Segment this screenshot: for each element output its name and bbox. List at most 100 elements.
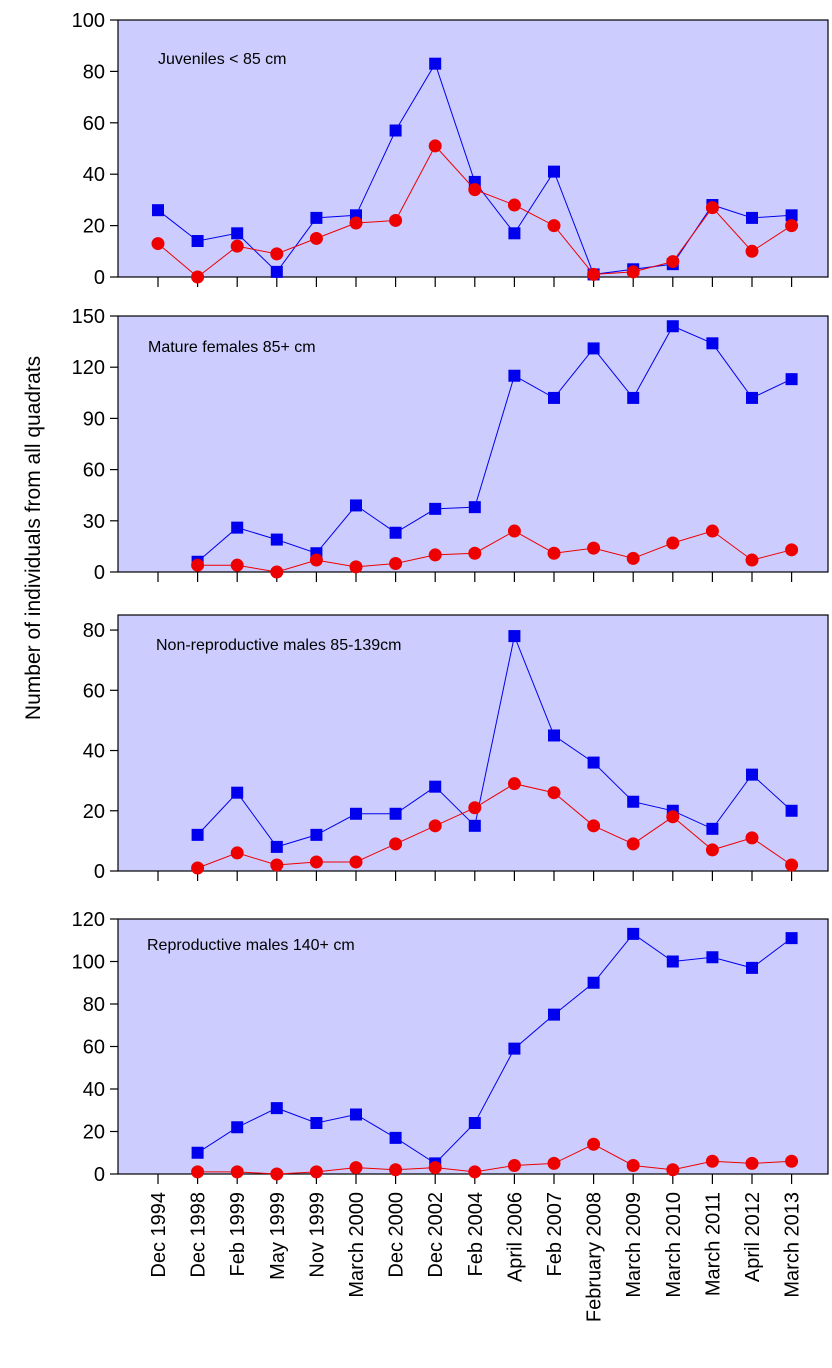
data-point-square	[587, 756, 600, 769]
data-point-square	[231, 521, 244, 534]
data-point-circle	[705, 524, 719, 538]
y-tick-label: 80	[83, 620, 105, 642]
data-point-circle	[349, 855, 363, 869]
data-point-circle	[349, 216, 363, 230]
data-point-circle	[587, 819, 601, 833]
y-tick-label: 0	[94, 861, 105, 883]
y-tick-label: 20	[83, 216, 105, 238]
data-point-square	[785, 373, 798, 386]
data-point-square	[350, 1108, 362, 1121]
data-point-circle	[309, 231, 323, 245]
x-tick-label: May 1999	[267, 1192, 289, 1280]
data-point-square	[587, 976, 600, 989]
y-tick-label: 100	[72, 10, 105, 32]
data-point-square	[627, 795, 640, 808]
data-point-circle	[309, 553, 323, 567]
data-point-circle	[389, 556, 403, 570]
data-point-circle	[230, 558, 244, 572]
data-point-circle	[626, 1159, 640, 1172]
data-point-circle	[547, 219, 561, 233]
x-tick-label: Dec 1994	[148, 1192, 170, 1278]
y-tick-label: 0	[94, 562, 105, 584]
x-tick-label: Dec 1998	[188, 1192, 210, 1278]
x-tick-label: Feb 2007	[544, 1192, 566, 1277]
data-point-circle	[507, 1159, 521, 1172]
data-point-circle	[587, 267, 601, 281]
data-point-circle	[468, 546, 482, 560]
y-axis-label: Number of individuals from all quadrats	[22, 356, 45, 720]
x-tick-label: April 2012	[742, 1192, 764, 1282]
data-point-circle	[705, 1154, 719, 1168]
data-point-circle	[230, 1165, 244, 1179]
data-point-circle	[507, 524, 521, 538]
data-point-square	[389, 1131, 402, 1144]
data-point-square	[429, 57, 442, 70]
series-line	[197, 634, 792, 848]
data-point-circle	[270, 858, 284, 872]
data-point-square	[548, 729, 560, 742]
x-tick-label: March 2000	[346, 1192, 368, 1298]
y-tick-label: 40	[83, 741, 105, 763]
data-point-square	[548, 391, 560, 404]
data-point-square	[270, 265, 283, 278]
panel-title: Reproductive males 140+ cm	[147, 937, 355, 954]
y-tick-label: 0	[94, 267, 105, 289]
series-blue	[191, 630, 798, 853]
data-point-circle	[389, 213, 403, 227]
data-point-square	[310, 211, 323, 224]
data-point-circle	[270, 1167, 284, 1181]
y-tick-label: 120	[72, 357, 105, 379]
x-tick-label: March 2010	[663, 1192, 685, 1298]
data-point-square	[191, 828, 204, 841]
series-red	[191, 777, 799, 875]
data-point-square	[785, 209, 798, 222]
data-point-circle	[270, 247, 284, 261]
data-point-square	[508, 369, 521, 382]
data-point-square	[785, 932, 798, 945]
data-point-square	[508, 227, 521, 240]
data-point-square	[706, 951, 719, 964]
series-line	[197, 325, 792, 563]
y-tick-label: 90	[83, 408, 105, 430]
panel-title: Mature females 85+ cm	[148, 339, 316, 356]
data-point-square	[231, 786, 244, 799]
data-point-square	[429, 502, 442, 515]
series-red	[191, 524, 799, 579]
x-tick-label: Dec 2002	[425, 1192, 447, 1278]
data-point-circle	[270, 565, 284, 579]
data-point-circle	[389, 1163, 403, 1177]
data-point-circle	[587, 541, 601, 555]
series-red	[191, 1137, 799, 1181]
data-point-square	[270, 533, 283, 546]
y-tick-label: 20	[83, 1122, 105, 1144]
data-point-square	[389, 526, 402, 539]
data-point-square	[508, 630, 521, 643]
data-point-circle	[785, 219, 799, 233]
data-point-square	[350, 807, 362, 820]
series-line	[197, 1143, 792, 1175]
data-point-square	[270, 1102, 283, 1115]
data-point-square	[310, 828, 323, 841]
data-point-circle	[785, 543, 799, 557]
x-tick-label: February 2008	[584, 1192, 606, 1322]
data-point-square	[191, 1146, 204, 1159]
data-point-circle	[428, 819, 442, 833]
data-point-square	[746, 211, 758, 224]
panel-title: Juveniles < 85 cm	[158, 51, 287, 68]
panel-2: 0 30 60 90 120 150 Mature females 85+ cm	[72, 306, 829, 584]
data-point-circle	[389, 837, 403, 851]
data-point-circle	[230, 846, 244, 860]
data-point-square	[706, 822, 719, 835]
data-point-circle	[428, 548, 442, 562]
data-point-square	[468, 819, 481, 832]
data-point-circle	[745, 553, 759, 567]
data-point-square	[310, 1117, 323, 1129]
data-point-circle	[349, 1161, 363, 1175]
y-tick-label: 100	[72, 952, 105, 974]
data-point-circle	[309, 1165, 323, 1179]
data-point-circle	[349, 560, 363, 574]
x-tick-label: Nov 1999	[306, 1192, 328, 1278]
series-red	[151, 139, 799, 284]
y-tick-label: 0	[94, 1164, 105, 1186]
data-point-circle	[468, 801, 482, 815]
